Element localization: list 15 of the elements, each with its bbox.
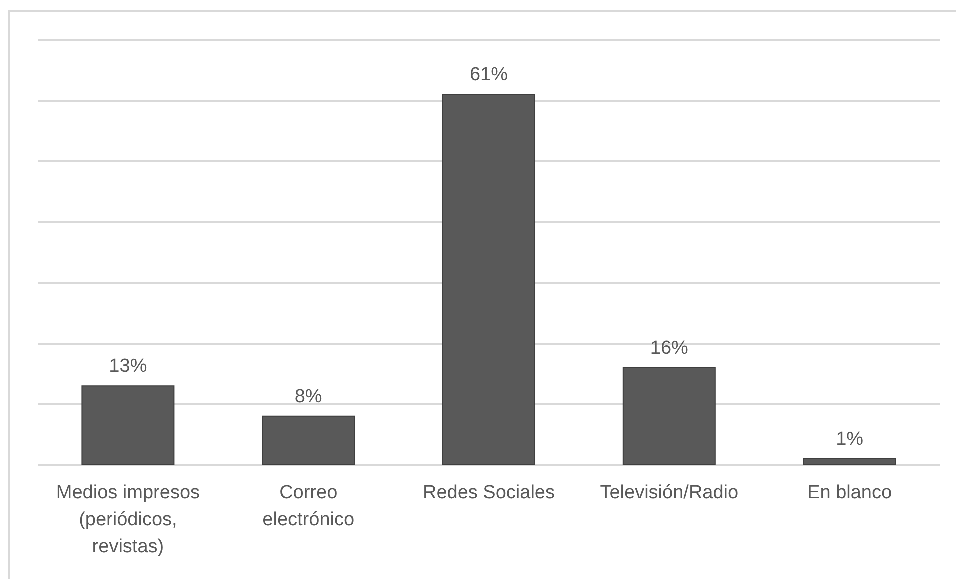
data-label: 61% bbox=[470, 64, 508, 86]
data-label: 1% bbox=[836, 428, 864, 450]
data-label: 8% bbox=[294, 386, 322, 408]
bar bbox=[803, 458, 896, 466]
bar bbox=[622, 367, 716, 466]
x-tick-label: Televisión/Radio bbox=[600, 482, 739, 504]
bar bbox=[442, 94, 536, 466]
x-tick-label: En blanco bbox=[808, 482, 892, 504]
bar bbox=[82, 386, 175, 466]
x-tick-label: Medios impresos (periódicos, revistas) bbox=[56, 482, 200, 558]
bar bbox=[262, 416, 356, 466]
x-tick-label: Redes Sociales bbox=[422, 482, 556, 504]
data-label: 13% bbox=[109, 356, 148, 378]
data-label: 16% bbox=[650, 338, 689, 359]
x-tick-label: Correo electrónico bbox=[262, 482, 355, 530]
